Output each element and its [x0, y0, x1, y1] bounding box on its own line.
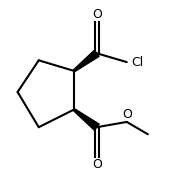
Polygon shape: [73, 50, 99, 72]
Polygon shape: [73, 109, 99, 130]
Text: O: O: [92, 158, 102, 171]
Text: O: O: [92, 8, 102, 21]
Text: O: O: [123, 108, 133, 121]
Text: Cl: Cl: [131, 56, 143, 69]
